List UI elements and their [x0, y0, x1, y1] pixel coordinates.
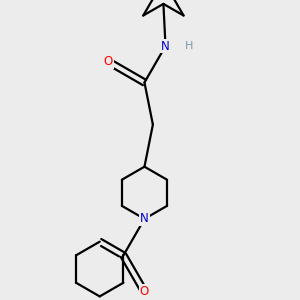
Text: N: N	[140, 212, 149, 225]
Text: H: H	[184, 41, 193, 51]
Text: N: N	[161, 40, 170, 52]
Text: O: O	[140, 285, 149, 298]
Text: O: O	[103, 55, 112, 68]
